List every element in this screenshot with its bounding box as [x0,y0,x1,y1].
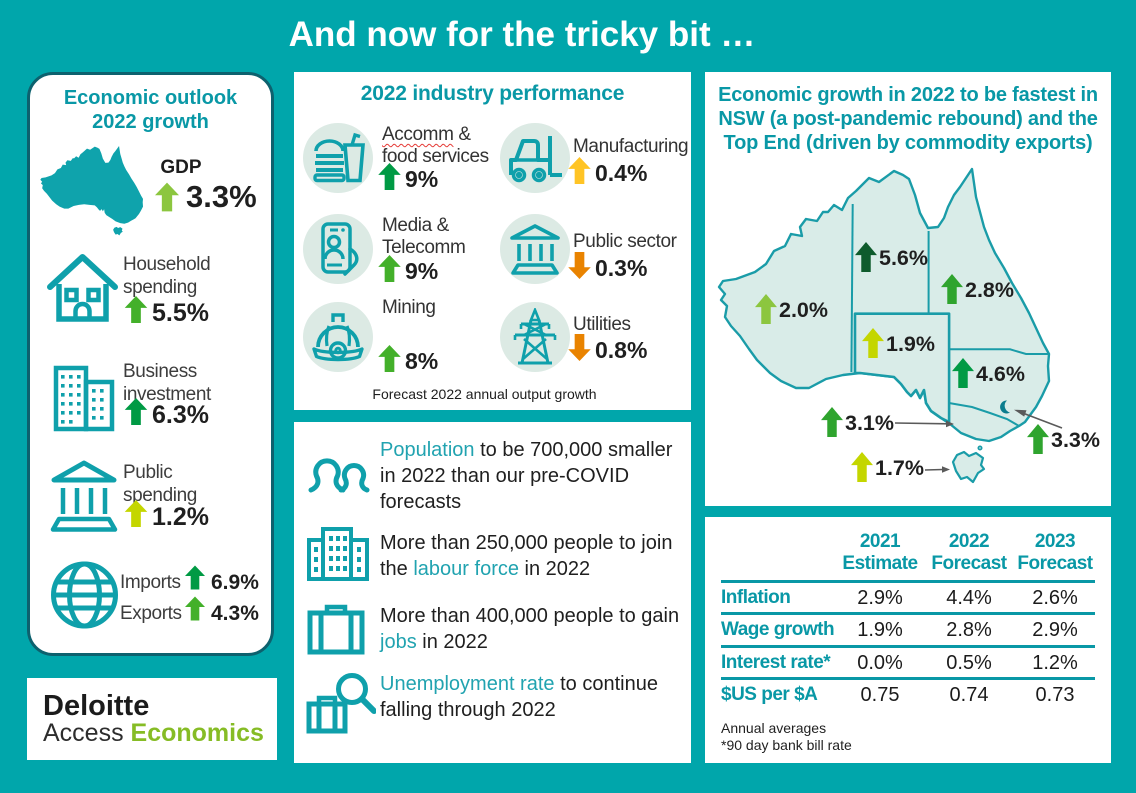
svg-text:1.9%: 1.9% [886,332,935,356]
svg-text:2.0%: 2.0% [779,298,828,322]
svg-text:3.3%: 3.3% [1051,428,1100,452]
svg-text:3.1%: 3.1% [845,411,894,435]
svg-text:5.6%: 5.6% [879,246,928,270]
svg-text:1.7%: 1.7% [875,456,924,480]
svg-text:4.6%: 4.6% [976,362,1025,386]
svg-text:2.8%: 2.8% [965,278,1014,302]
